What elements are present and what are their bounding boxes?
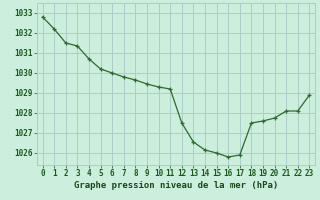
X-axis label: Graphe pression niveau de la mer (hPa): Graphe pression niveau de la mer (hPa) <box>74 181 278 190</box>
